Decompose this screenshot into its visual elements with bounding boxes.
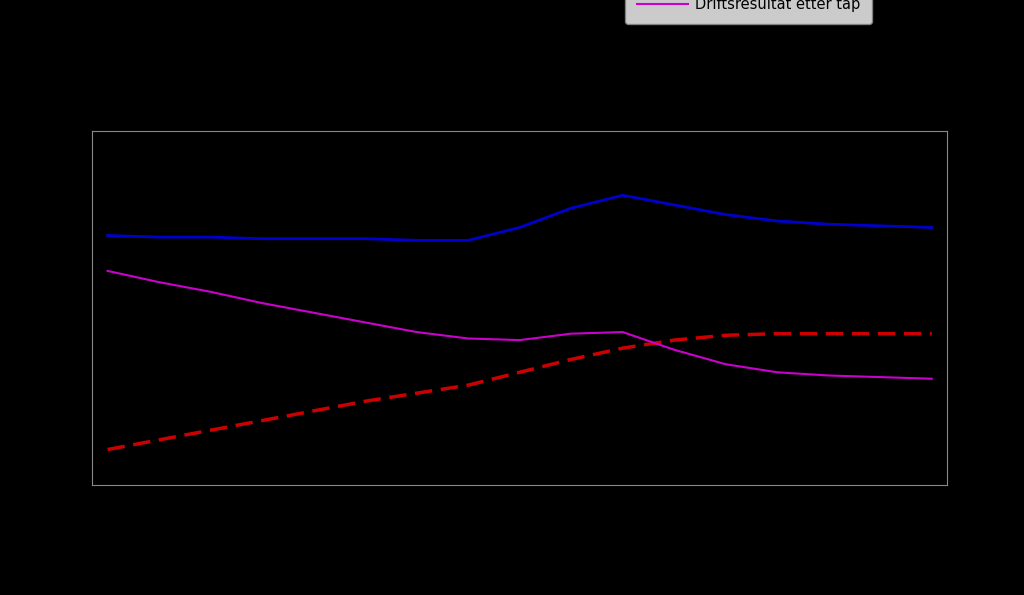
Legend: Driftsresultat før tap, Tap på utlån, Driftsresultat etter tap: Driftsresultat før tap, Tap på utlån, Dr… [626, 0, 872, 24]
